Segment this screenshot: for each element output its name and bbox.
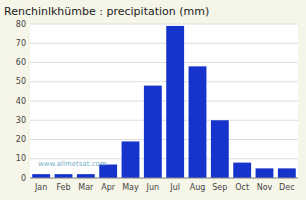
grid-line — [30, 43, 298, 44]
y-tick-label: 30 — [16, 116, 26, 125]
x-tick-label: Jun — [146, 183, 160, 192]
bar — [211, 120, 229, 178]
x-tick-label: Sep — [212, 183, 227, 192]
x-tick-label: Oct — [235, 183, 249, 192]
bar — [256, 168, 274, 178]
x-tick-label: Nov — [257, 183, 273, 192]
y-tick-label: 60 — [16, 58, 26, 67]
y-tick-label: 70 — [16, 39, 26, 48]
x-axis: Jan Feb Mar Apr May Jun Jul Aug Sep Oct Nov Dec — [34, 183, 295, 192]
x-tick-label: Apr — [101, 183, 116, 192]
x-tick-label: Jul — [169, 183, 180, 192]
grid-line — [30, 178, 298, 179]
annotation: www.allmetsat.com — [38, 160, 107, 168]
grid-line — [30, 120, 298, 121]
bar — [122, 141, 140, 178]
chart-container: 0 10 20 30 40 50 60 70 80 Jan Feb Mar Apr May Jun Jul Au… — [0, 0, 306, 200]
y-tick-label: 10 — [16, 154, 26, 163]
x-tick-label: Dec — [279, 183, 294, 192]
grid — [30, 24, 298, 178]
bar — [55, 174, 73, 178]
y-tick-label: 80 — [16, 20, 26, 29]
x-tick-label: Feb — [56, 183, 70, 192]
grid-line — [30, 62, 298, 63]
y-tick-label: 40 — [16, 97, 26, 106]
bars — [32, 26, 296, 178]
bar — [166, 26, 184, 178]
x-tick-label: Jan — [34, 183, 47, 192]
y-tick-label: 20 — [16, 135, 26, 144]
x-tick-label: Aug — [190, 183, 206, 192]
plot-background — [30, 24, 298, 178]
x-tick-label: May — [122, 183, 139, 192]
grid-line — [30, 24, 298, 25]
x-tick-label: Mar — [78, 183, 94, 192]
grid-line — [30, 139, 298, 140]
y-tick-label: 0 — [21, 174, 26, 183]
grid-line — [30, 101, 298, 102]
bar — [32, 174, 50, 178]
bar — [233, 163, 251, 178]
grid-line — [30, 81, 298, 82]
bar — [278, 168, 296, 178]
x-axis-line — [30, 178, 298, 179]
bar — [189, 66, 207, 178]
chart-svg: 0 10 20 30 40 50 60 70 80 Jan Feb Mar Apr May Jun Jul Au… — [0, 0, 306, 200]
bar — [77, 174, 95, 178]
y-axis: 0 10 20 30 40 50 60 70 80 — [16, 20, 26, 183]
bar — [144, 86, 162, 178]
y-tick-label: 50 — [16, 77, 26, 86]
chart-title: Renchinlkhümbe : precipitation (mm) — [4, 5, 209, 18]
